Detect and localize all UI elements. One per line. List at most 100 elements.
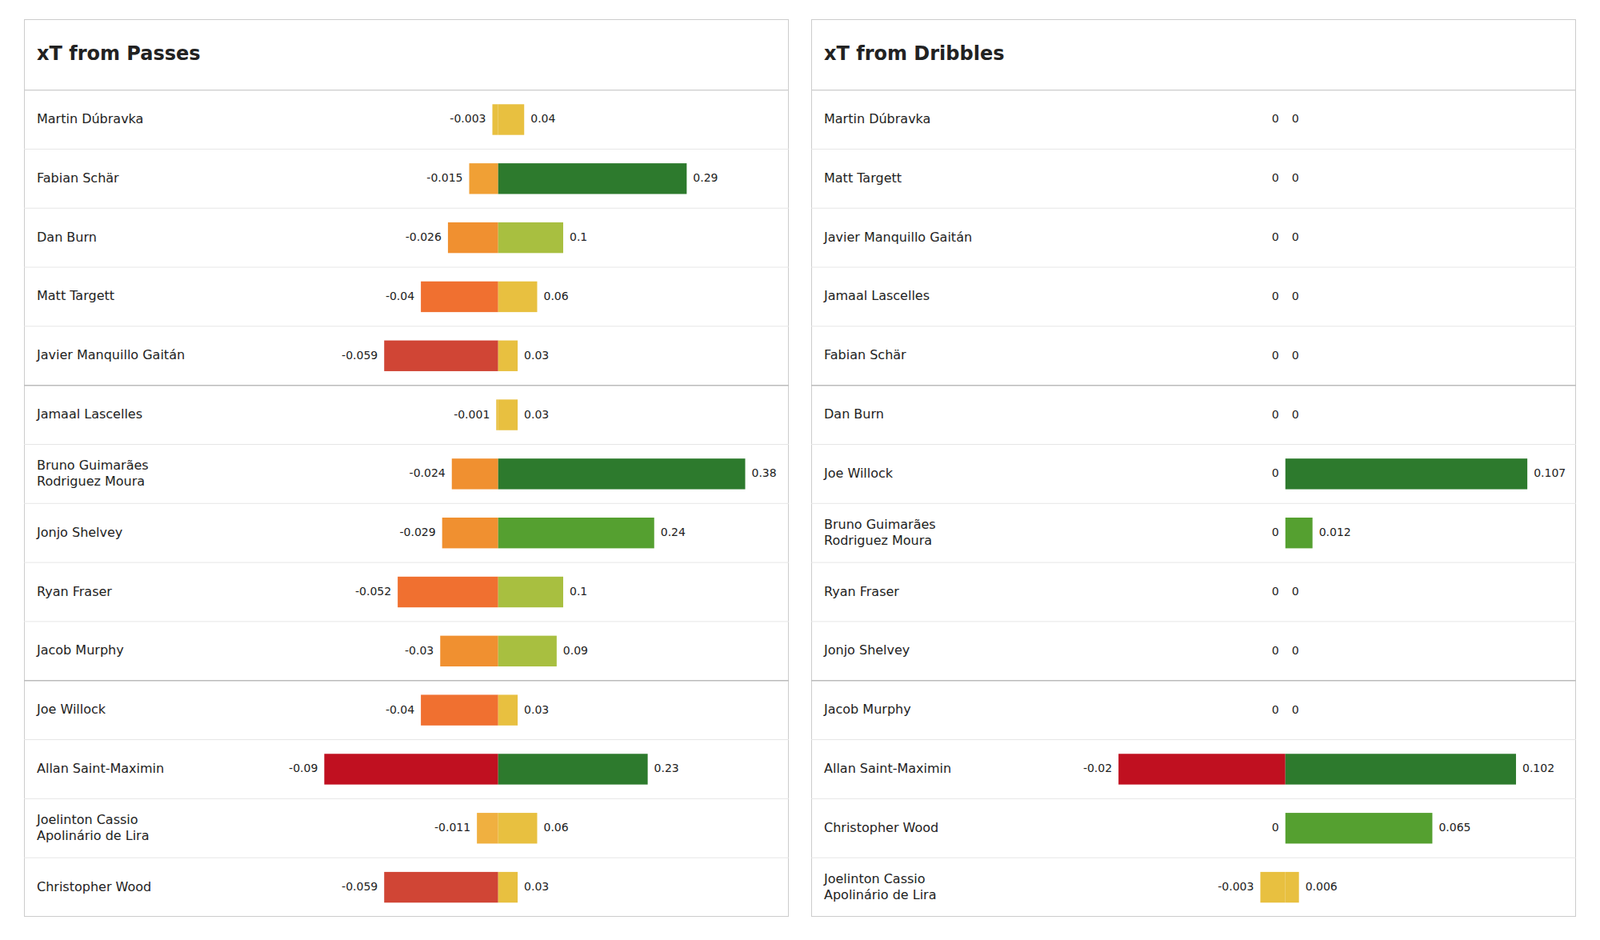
bar [476,812,499,844]
row-separator [811,620,1576,622]
category-label-line: Fabian Schär [824,347,907,363]
category-label: Jonjo Shelvey [823,642,910,658]
category-label-line: Dan Burn [36,229,97,245]
data-label: -0.003 [449,112,486,125]
row-separator [24,444,789,445]
panel: xT from Dribbles00000000000-0.020-0.0030… [811,20,1576,917]
row-separator [24,208,789,209]
category-label: Joe Willock [36,701,107,717]
category-label: Bruno GuimarãesRodriguez Moura [824,516,936,548]
data-label: 0.04 [530,112,556,125]
data-label: 0 [1292,171,1300,184]
row-separator [24,620,789,622]
row-separator [811,444,1576,445]
data-label: -0.026 [405,230,442,244]
row-separator [811,857,1576,859]
category-label: Joelinton CassioApolinário de Lira [36,812,149,844]
category-label: Joelinton CassioApolinário de Lira [823,871,936,903]
category-label-line: Fabian Schär [36,170,120,186]
category-label: Martin Dúbravka [824,111,931,127]
bar [468,163,498,194]
category-label: Javier Manquillo Gaitán [36,347,185,363]
data-label: 0.03 [524,408,549,421]
category-label: Ryan Fraser [36,584,112,600]
bar [1284,163,1286,194]
bar [498,104,525,135]
data-label: -0.02 [1083,761,1112,775]
data-label: 0 [1272,644,1280,657]
group-separator [24,680,789,682]
bar [1284,636,1286,667]
data-label: 0 [1272,408,1280,421]
data-label: 0 [1292,348,1300,362]
bar [1284,222,1286,253]
bar [1284,104,1286,135]
category-label-line: Javier Manquillo Gaitán [823,229,972,245]
bar [1284,399,1286,430]
bar [498,636,557,667]
data-label: -0.024 [409,466,446,480]
data-label: 0 [1272,171,1280,184]
chart: xT from Passes-0.003-0.015-0.026-0.04-0.… [0,0,1600,940]
category-label-line: Joelinton Cassio [36,812,139,828]
category-label: Javier Manquillo Gaitán [823,229,972,245]
category-label-line: Jonjo Shelvey [823,642,910,658]
bar [1284,340,1286,372]
row-separator [24,325,789,327]
category-label-line: Allan Saint-Maximin [824,760,952,776]
data-label: 0.03 [524,703,549,716]
panel-frame [812,20,1576,917]
bar [1284,399,1286,430]
row-separator [24,503,789,504]
data-label: -0.059 [341,880,378,893]
bar [1284,281,1286,312]
bars [324,104,745,903]
category-label-line: Javier Manquillo Gaitán [36,347,185,363]
bar [496,399,498,430]
data-label: 0.1 [569,230,588,244]
bar [1284,340,1286,372]
labels: -0.003-0.015-0.026-0.04-0.059-0.001-0.02… [288,112,777,893]
bar [442,517,499,548]
row-separator [811,562,1576,564]
category-label-line: Allan Saint-Maximin [36,760,164,776]
data-label: 0 [1292,644,1300,657]
category-label: Christopher Wood [824,820,939,836]
category-label-line: Apolinário de Lira [824,887,936,903]
data-label: 0 [1272,820,1280,834]
category-label-line: Ryan Fraser [824,584,900,600]
category-label-line: Jonjo Shelvey [36,524,123,540]
data-label: 0 [1272,112,1280,125]
bar [1285,458,1528,489]
bar [384,872,498,903]
bar [1284,104,1286,135]
bar [498,576,564,608]
data-label: 0 [1272,289,1280,303]
bar [498,222,564,253]
category-label: Jonjo Shelvey [36,524,123,540]
category-label: Martin Dúbravka [36,111,144,127]
data-label: 0 [1272,230,1280,244]
row-separator [811,325,1576,327]
row-separator [24,857,789,859]
data-label: 0.38 [752,466,777,480]
bar [384,340,498,372]
data-label: -0.015 [426,171,463,184]
bars [1118,458,1528,903]
category-label: Ryan Fraser [824,584,900,600]
category-label-line: Joe Willock [823,465,894,481]
category-label-line: Christopher Wood [36,879,152,895]
row-separator [24,739,789,740]
category-label: Jacob Murphy [36,642,124,658]
category-label: Allan Saint-Maximin [36,760,164,776]
row-separator [811,148,1576,150]
title-separator [811,89,1576,91]
category-label-line: Ryan Fraser [36,584,112,600]
data-label: 0.006 [1305,880,1338,893]
data-label: 0 [1292,703,1300,716]
category-label-line: Joelinton Cassio [823,871,926,887]
data-label: 0.065 [1438,820,1471,834]
bar [1284,694,1286,725]
category-label: Fabian Schär [824,347,907,363]
bar [1284,163,1286,194]
